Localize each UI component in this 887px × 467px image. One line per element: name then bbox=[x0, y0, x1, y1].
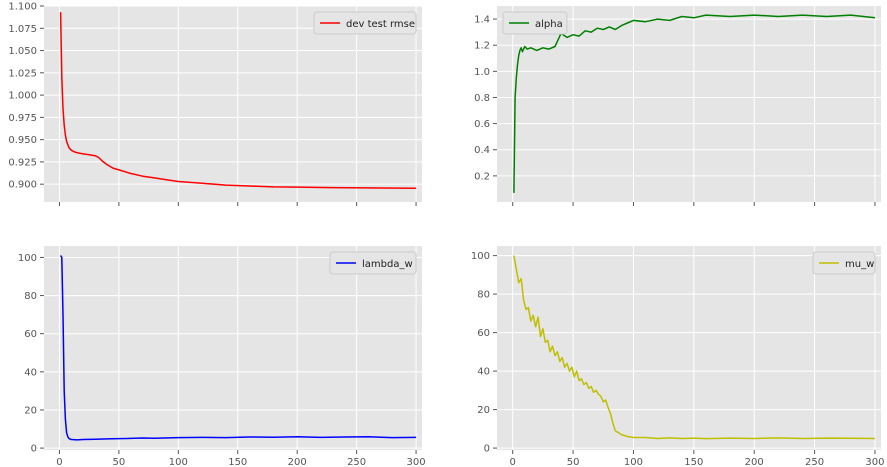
y-tick-label: 0.6 bbox=[474, 119, 490, 130]
y-tick-label: 0.4 bbox=[474, 145, 490, 156]
series-line-mu-w bbox=[513, 255, 876, 440]
y-tick-label: 0.8 bbox=[474, 93, 490, 104]
legend-label: alpha bbox=[535, 19, 563, 30]
legend-label: mu_w bbox=[845, 259, 874, 270]
y-tick-label: 100 bbox=[471, 251, 490, 262]
x-tick-label: 50 bbox=[113, 457, 126, 467]
plot-area bbox=[497, 6, 881, 202]
x-tick-label: 100 bbox=[624, 457, 643, 467]
legend-box bbox=[329, 251, 417, 275]
series-line-alpha bbox=[513, 14, 876, 193]
y-tick-label: 0.975 bbox=[8, 113, 37, 124]
x-tick-label: 150 bbox=[684, 457, 703, 467]
y-tick-label: 0.2 bbox=[474, 171, 490, 182]
x-tick-label: 200 bbox=[745, 457, 764, 467]
legend-box bbox=[502, 11, 568, 35]
x-tick-label: 100 bbox=[169, 457, 188, 467]
legend: mu_w bbox=[812, 251, 876, 275]
y-tick-label: 0 bbox=[484, 444, 490, 455]
y-tick-label: 1.050 bbox=[8, 46, 37, 57]
y-tick-label: 0.900 bbox=[8, 180, 37, 191]
y-tick-label: 1.4 bbox=[474, 15, 490, 26]
legend-label: lambda_w bbox=[362, 259, 413, 270]
x-tick-label: 150 bbox=[228, 457, 247, 467]
x-tick-label: 0 bbox=[56, 457, 62, 467]
series-line-dev-test-rmse bbox=[59, 12, 417, 189]
y-tick-label: 80 bbox=[477, 290, 490, 301]
y-tick-label: 0 bbox=[31, 444, 37, 455]
legend: dev test rmse bbox=[313, 11, 417, 35]
x-tick-label: 300 bbox=[865, 457, 884, 467]
plot-area bbox=[44, 246, 422, 450]
chart-lambda-w: 0 50 100 150 200 250 300 0 20 40 60 80 100 lambda_w bbox=[18, 246, 426, 467]
legend-box bbox=[313, 11, 417, 35]
y-tick-label: 1.2 bbox=[474, 41, 490, 52]
legend: lambda_w bbox=[329, 251, 417, 275]
legend-label: dev test rmse bbox=[346, 19, 415, 30]
legend: alpha bbox=[502, 11, 568, 35]
chart-mu-w: 0 50 100 150 200 250 300 0 20 40 60 80 100 mu_w bbox=[471, 246, 885, 467]
y-tick-label: 1.100 bbox=[8, 2, 37, 13]
y-tick-label: 1.0 bbox=[474, 67, 490, 78]
chart-alpha: 0.2 0.4 0.6 0.8 1.0 1.2 1.4 alpha bbox=[474, 6, 881, 206]
series-line-lambda-w bbox=[59, 255, 417, 441]
x-tick-label: 300 bbox=[407, 457, 426, 467]
x-tick-label: 0 bbox=[510, 457, 516, 467]
y-tick-label: 40 bbox=[24, 367, 37, 378]
y-tick-label: 0.925 bbox=[8, 157, 37, 168]
y-tick-label: 0.950 bbox=[8, 135, 37, 146]
chart-dev-test-rmse: 0.900 0.925 0.950 0.975 1.000 1.025 1.050 1.075… bbox=[8, 2, 422, 206]
y-tick-label: 1.025 bbox=[8, 68, 37, 79]
y-tick-label: 1.000 bbox=[8, 91, 37, 102]
y-tick-label: 1.075 bbox=[8, 24, 37, 35]
y-tick-label: 20 bbox=[24, 405, 37, 416]
y-tick-label: 40 bbox=[477, 367, 490, 378]
plot-area bbox=[497, 246, 881, 450]
x-tick-label: 200 bbox=[288, 457, 307, 467]
x-tick-label: 50 bbox=[567, 457, 580, 467]
y-tick-label: 20 bbox=[477, 405, 490, 416]
x-tick-label: 250 bbox=[347, 457, 366, 467]
y-tick-label: 100 bbox=[18, 253, 37, 264]
x-tick-label: 250 bbox=[805, 457, 824, 467]
legend-box bbox=[812, 251, 876, 275]
y-tick-label: 60 bbox=[477, 328, 490, 339]
y-tick-label: 60 bbox=[24, 329, 37, 340]
plot-area bbox=[44, 6, 422, 202]
y-tick-label: 80 bbox=[24, 291, 37, 302]
